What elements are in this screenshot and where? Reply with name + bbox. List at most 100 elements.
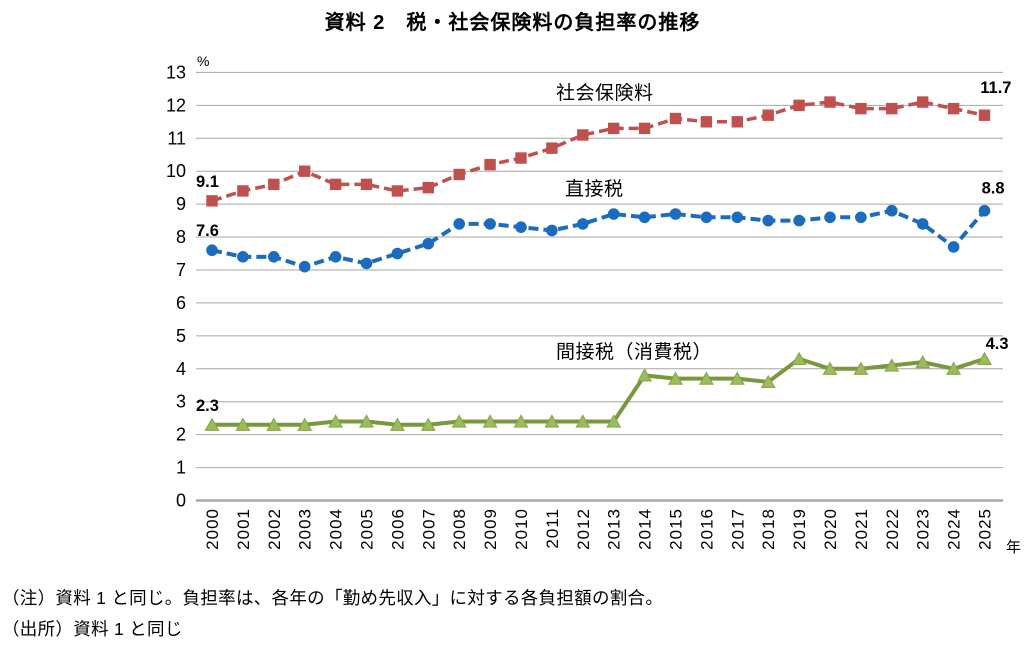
- square-marker: [329, 178, 342, 191]
- y-tick-label: 13: [166, 62, 186, 82]
- circle-marker: [360, 257, 373, 270]
- triangle-marker: [575, 414, 591, 428]
- triangle-marker: [389, 417, 405, 431]
- x-tick-label: 2023: [914, 508, 933, 550]
- y-tick-label: 2: [176, 425, 186, 445]
- circle-marker: [422, 237, 435, 250]
- triangle-marker: [853, 361, 869, 375]
- circle-marker: [669, 208, 682, 220]
- x-tick-label: 2002: [265, 508, 284, 550]
- circle-marker: [298, 260, 311, 273]
- triangle-marker: [791, 351, 807, 366]
- triangle-marker: [420, 417, 436, 431]
- triangle-marker: [698, 371, 714, 385]
- triangle-marker: [544, 414, 560, 428]
- circle-marker: [206, 244, 218, 257]
- x-tick-label: 2012: [574, 508, 593, 550]
- triangle-marker: [266, 417, 282, 431]
- x-tick-label: 2001: [234, 508, 253, 550]
- x-tick-label: 2015: [667, 508, 686, 550]
- square-marker: [762, 109, 774, 121]
- triangle-marker: [482, 414, 498, 428]
- x-tick-label: 2017: [728, 508, 747, 550]
- y-tick-label: 12: [166, 95, 186, 115]
- triangle-marker: [359, 414, 374, 428]
- square-marker: [577, 129, 589, 141]
- square-marker: [793, 99, 805, 112]
- series-end-value-label: 4.3: [986, 335, 1009, 353]
- triangle-marker: [668, 371, 683, 385]
- y-tick-label: 5: [176, 326, 186, 346]
- series-end-value-label: 11.7: [980, 79, 1011, 97]
- triangle-marker: [204, 417, 220, 431]
- y-tick-label: 6: [176, 293, 186, 313]
- circle-marker: [793, 214, 805, 227]
- chart-title: 資料 2 税・社会保険料の負担率の推移: [324, 12, 701, 34]
- circle-marker: [237, 251, 249, 263]
- square-marker: [886, 102, 898, 115]
- square-marker: [669, 112, 682, 125]
- circle-marker: [607, 208, 620, 220]
- y-tick-label: 1: [176, 458, 186, 478]
- series-label-1: 社会保険料: [556, 82, 654, 104]
- x-tick-label: 2013: [605, 508, 624, 550]
- square-marker: [947, 102, 960, 115]
- x-tick-label: 2021: [852, 508, 871, 550]
- x-tick-label: 2018: [759, 508, 778, 550]
- circle-marker: [638, 211, 651, 224]
- square-marker: [855, 102, 867, 115]
- square-marker: [638, 122, 651, 135]
- series-end-value-label: 8.8: [982, 180, 1005, 198]
- y-tick-label: 0: [176, 491, 186, 511]
- circle-marker: [577, 218, 589, 230]
- square-marker: [824, 96, 836, 108]
- triangle-marker: [915, 354, 931, 369]
- y-axis-unit-label: %: [197, 53, 209, 69]
- note-line: （注）資料 1 と同じ。負担率は、各年の「勤め先収入」に対する各負担額の割合。: [2, 588, 664, 608]
- y-tick-label: 10: [166, 161, 186, 181]
- circle-marker: [515, 221, 527, 233]
- triangle-marker: [606, 414, 622, 428]
- circle-marker: [762, 214, 774, 227]
- series-line-2: [211, 208, 987, 269]
- x-tick-label: 2003: [296, 508, 315, 550]
- triangle-marker: [760, 374, 776, 389]
- triangle-marker: [637, 368, 653, 382]
- x-tick-label: 2007: [419, 508, 438, 550]
- circle-marker: [453, 218, 466, 230]
- circle-marker: [484, 218, 496, 230]
- x-axis-unit-label: 年: [1006, 539, 1021, 556]
- circle-marker: [546, 224, 558, 237]
- x-tick-label: 2011: [543, 508, 562, 549]
- square-marker: [299, 165, 311, 177]
- square-marker: [546, 142, 558, 154]
- triangle-marker: [513, 414, 529, 428]
- circle-marker: [886, 204, 898, 217]
- x-tick-label: 2024: [945, 508, 964, 550]
- square-marker: [978, 109, 991, 121]
- y-tick-label: 7: [176, 260, 186, 280]
- square-marker: [268, 178, 280, 191]
- y-tick-label: 11: [167, 128, 186, 148]
- triangle-marker: [822, 361, 838, 375]
- series-start-value-label: 7.6: [196, 222, 219, 240]
- x-tick-label: 2022: [883, 508, 902, 550]
- x-tick-label: 2006: [388, 508, 407, 550]
- square-marker: [608, 122, 620, 135]
- circle-marker: [824, 211, 836, 224]
- circle-marker: [329, 251, 342, 263]
- source-line: （出所）資料 1 と同じ: [2, 619, 183, 639]
- circle-marker: [978, 204, 991, 217]
- square-marker: [237, 185, 249, 197]
- series-label-2: 直接税: [565, 178, 624, 200]
- triangle-marker: [946, 361, 962, 375]
- series-label-3: 間接税（消費税）: [556, 341, 712, 363]
- circle-marker: [947, 241, 960, 253]
- square-marker: [700, 116, 713, 128]
- x-tick-label: 2008: [450, 508, 469, 550]
- square-marker: [360, 178, 373, 191]
- triangle-marker: [884, 358, 900, 372]
- square-marker: [422, 181, 434, 194]
- circle-marker: [855, 211, 867, 224]
- square-marker: [515, 152, 527, 164]
